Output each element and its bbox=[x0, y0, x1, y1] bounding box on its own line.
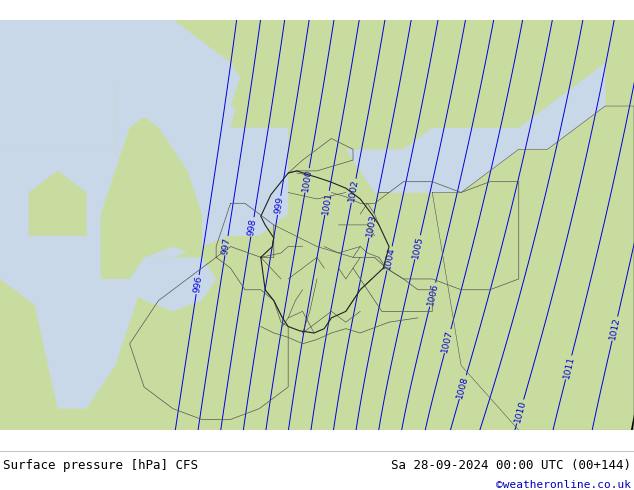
Polygon shape bbox=[101, 257, 216, 311]
Text: ©weatheronline.co.uk: ©weatheronline.co.uk bbox=[496, 480, 631, 490]
Text: 1008: 1008 bbox=[455, 375, 470, 399]
Polygon shape bbox=[29, 171, 86, 236]
Polygon shape bbox=[0, 149, 144, 409]
Text: 1006: 1006 bbox=[426, 282, 439, 307]
Text: 997: 997 bbox=[221, 237, 232, 255]
Text: 1001: 1001 bbox=[321, 191, 333, 215]
Text: 1000: 1000 bbox=[301, 168, 313, 193]
Polygon shape bbox=[0, 20, 173, 84]
Text: 999: 999 bbox=[273, 196, 285, 215]
Text: 1005: 1005 bbox=[411, 235, 424, 260]
Polygon shape bbox=[101, 117, 202, 279]
Polygon shape bbox=[0, 20, 634, 430]
Text: 1004: 1004 bbox=[383, 246, 396, 270]
Text: Surface pressure [hPa] CFS: Surface pressure [hPa] CFS bbox=[3, 459, 198, 471]
Text: 1010: 1010 bbox=[513, 399, 527, 424]
Polygon shape bbox=[231, 20, 634, 149]
Text: 1003: 1003 bbox=[365, 214, 378, 238]
Text: 1007: 1007 bbox=[441, 329, 455, 353]
Text: Sa 28-09-2024 00:00 UTC (00+144): Sa 28-09-2024 00:00 UTC (00+144) bbox=[391, 459, 631, 471]
Text: 1011: 1011 bbox=[562, 355, 576, 380]
Text: 1012: 1012 bbox=[608, 317, 621, 341]
Polygon shape bbox=[115, 84, 288, 257]
Text: 1009: 1009 bbox=[464, 443, 479, 468]
Text: 996: 996 bbox=[192, 275, 204, 294]
Polygon shape bbox=[0, 149, 144, 322]
Polygon shape bbox=[231, 20, 634, 149]
Polygon shape bbox=[317, 63, 605, 193]
Text: 998: 998 bbox=[247, 218, 258, 236]
Polygon shape bbox=[29, 171, 86, 236]
Polygon shape bbox=[115, 20, 288, 236]
Polygon shape bbox=[0, 20, 115, 149]
Polygon shape bbox=[101, 117, 202, 279]
Text: 1002: 1002 bbox=[347, 179, 360, 203]
Polygon shape bbox=[302, 63, 605, 193]
